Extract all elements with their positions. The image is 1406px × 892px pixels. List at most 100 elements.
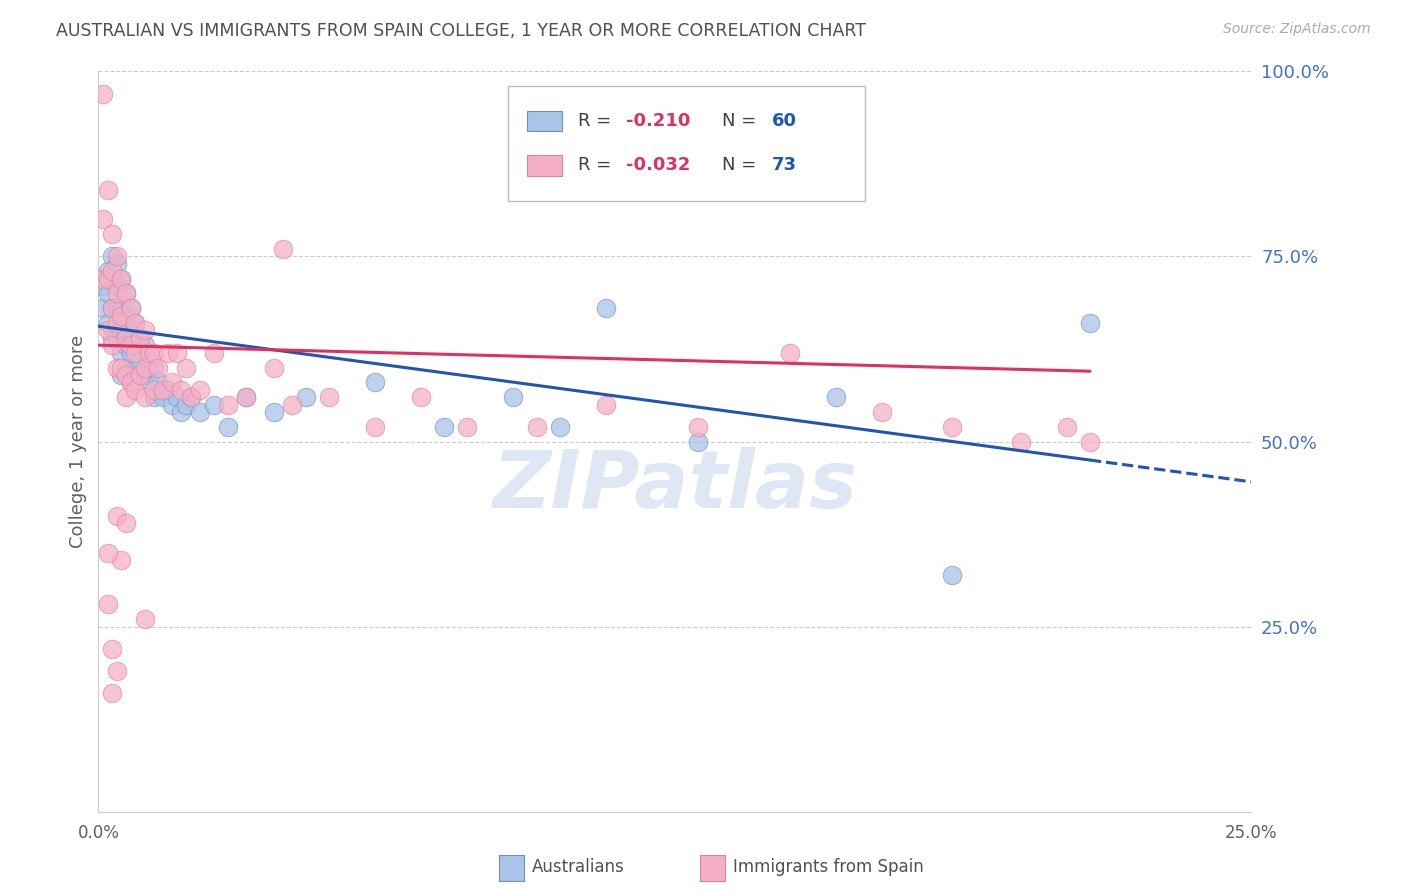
Point bbox=[124, 360, 146, 375]
Point bbox=[825, 116, 848, 130]
Point bbox=[295, 390, 318, 404]
Point bbox=[174, 360, 197, 375]
Point bbox=[110, 271, 132, 285]
Point bbox=[124, 316, 146, 330]
Point bbox=[180, 390, 202, 404]
Point bbox=[941, 419, 963, 434]
Point bbox=[120, 345, 142, 359]
Point bbox=[263, 405, 285, 419]
Point bbox=[101, 227, 124, 242]
Point bbox=[97, 286, 120, 301]
Text: N =: N = bbox=[723, 112, 762, 130]
Point bbox=[105, 316, 128, 330]
Point bbox=[97, 316, 120, 330]
Point bbox=[595, 301, 617, 316]
Point bbox=[91, 87, 114, 101]
Point bbox=[166, 345, 188, 359]
Point bbox=[105, 279, 128, 293]
Point bbox=[411, 390, 433, 404]
Point bbox=[595, 397, 617, 411]
Point bbox=[120, 324, 142, 338]
Point bbox=[217, 419, 239, 434]
Point bbox=[110, 309, 132, 323]
Point bbox=[188, 405, 211, 419]
Point bbox=[105, 664, 128, 678]
Point bbox=[101, 264, 124, 278]
Point bbox=[115, 368, 138, 382]
Point bbox=[686, 434, 709, 449]
Point bbox=[101, 331, 124, 345]
Point bbox=[202, 345, 225, 359]
Point bbox=[120, 376, 142, 390]
Point bbox=[160, 397, 183, 411]
Point bbox=[97, 271, 120, 285]
Point bbox=[129, 331, 152, 345]
Point bbox=[110, 553, 132, 567]
Point bbox=[142, 383, 165, 397]
Point bbox=[101, 271, 124, 285]
Point bbox=[1010, 434, 1032, 449]
Point bbox=[129, 368, 152, 382]
Point bbox=[105, 286, 128, 301]
Point bbox=[91, 279, 114, 293]
Point bbox=[433, 419, 456, 434]
Point bbox=[129, 331, 152, 345]
Point bbox=[138, 376, 160, 390]
Point bbox=[115, 286, 138, 301]
Point bbox=[1078, 316, 1101, 330]
Point bbox=[101, 641, 124, 656]
Point bbox=[120, 338, 142, 352]
Point bbox=[281, 397, 304, 411]
Point bbox=[235, 390, 257, 404]
Text: R =: R = bbox=[578, 112, 617, 130]
Point bbox=[235, 390, 257, 404]
Point bbox=[110, 360, 132, 375]
Point bbox=[142, 390, 165, 404]
Point bbox=[152, 383, 174, 397]
Point bbox=[502, 390, 524, 404]
Point bbox=[105, 360, 128, 375]
Point bbox=[115, 309, 138, 323]
Point bbox=[152, 390, 174, 404]
Point bbox=[124, 338, 146, 352]
Point bbox=[97, 546, 120, 560]
Point bbox=[124, 383, 146, 397]
Point bbox=[101, 301, 124, 316]
Point bbox=[110, 324, 132, 338]
Point bbox=[97, 264, 120, 278]
Point bbox=[686, 419, 709, 434]
Point bbox=[115, 331, 138, 345]
Point bbox=[526, 419, 548, 434]
Point bbox=[115, 390, 138, 404]
Point bbox=[120, 301, 142, 316]
Point bbox=[138, 353, 160, 368]
Point bbox=[156, 345, 179, 359]
Point bbox=[105, 250, 128, 264]
Point bbox=[160, 376, 183, 390]
Point bbox=[134, 368, 156, 382]
Point bbox=[110, 345, 132, 359]
Point bbox=[364, 419, 387, 434]
Point bbox=[872, 405, 894, 419]
Point bbox=[97, 324, 120, 338]
Point bbox=[142, 345, 165, 359]
Point bbox=[180, 390, 202, 404]
Bar bbox=[527, 111, 562, 131]
Point bbox=[101, 686, 124, 700]
Text: 60: 60 bbox=[772, 112, 797, 130]
Point bbox=[115, 516, 138, 530]
Point bbox=[142, 360, 165, 375]
FancyBboxPatch shape bbox=[508, 87, 865, 201]
Point bbox=[97, 183, 120, 197]
Point bbox=[825, 390, 848, 404]
Point bbox=[120, 376, 142, 390]
Point bbox=[1078, 434, 1101, 449]
Point bbox=[170, 405, 193, 419]
Point bbox=[134, 390, 156, 404]
Point bbox=[456, 419, 478, 434]
Y-axis label: College, 1 year or more: College, 1 year or more bbox=[69, 335, 87, 548]
Point bbox=[101, 338, 124, 352]
Point bbox=[91, 271, 114, 285]
Text: -0.032: -0.032 bbox=[627, 156, 690, 174]
Point bbox=[156, 383, 179, 397]
